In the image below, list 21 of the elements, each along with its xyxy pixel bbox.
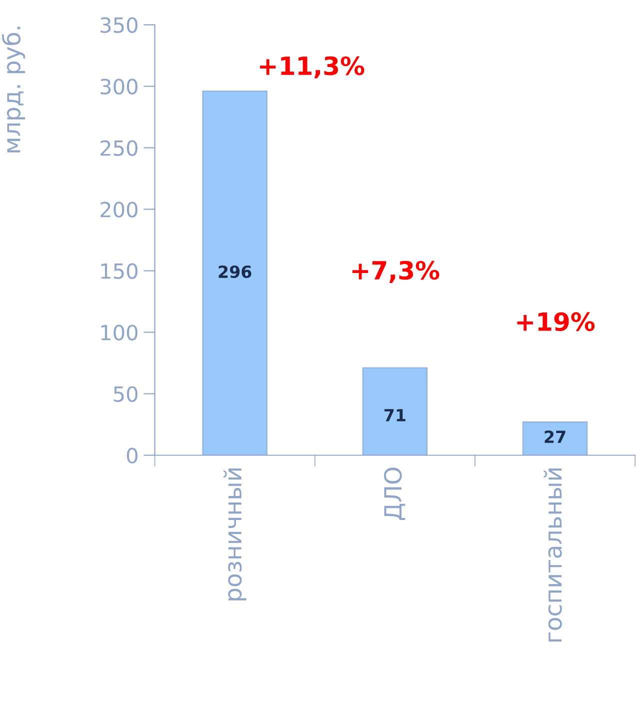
bar [362, 367, 428, 456]
x-tick-label: розничный [224, 468, 246, 600]
data-label: 27 [544, 430, 566, 443]
annotation: +11,3% [260, 56, 364, 78]
annotation: +7,3% [352, 260, 440, 283]
y-tick-label: 100 [101, 324, 138, 340]
y-tick-label: 0 [126, 448, 138, 464]
x-tick-label: госпитальный [544, 468, 562, 642]
data-label: 71 [384, 409, 406, 422]
data-label: 296 [218, 265, 252, 278]
y-tick-label: 200 [100, 202, 138, 218]
y-tick-label: 300 [100, 78, 138, 94]
y-tick-label: 250 [100, 140, 138, 156]
bar [522, 421, 588, 456]
annotation: +19% [517, 312, 595, 332]
bar [202, 90, 268, 456]
y-axis-title: млрд. руб. [2, 26, 26, 152]
y-tick-label: 350 [100, 17, 138, 33]
x-tick-label: ДЛО [384, 468, 406, 520]
y-tick-label: 150 [101, 263, 138, 279]
y-tick-label: 50 [114, 386, 138, 402]
